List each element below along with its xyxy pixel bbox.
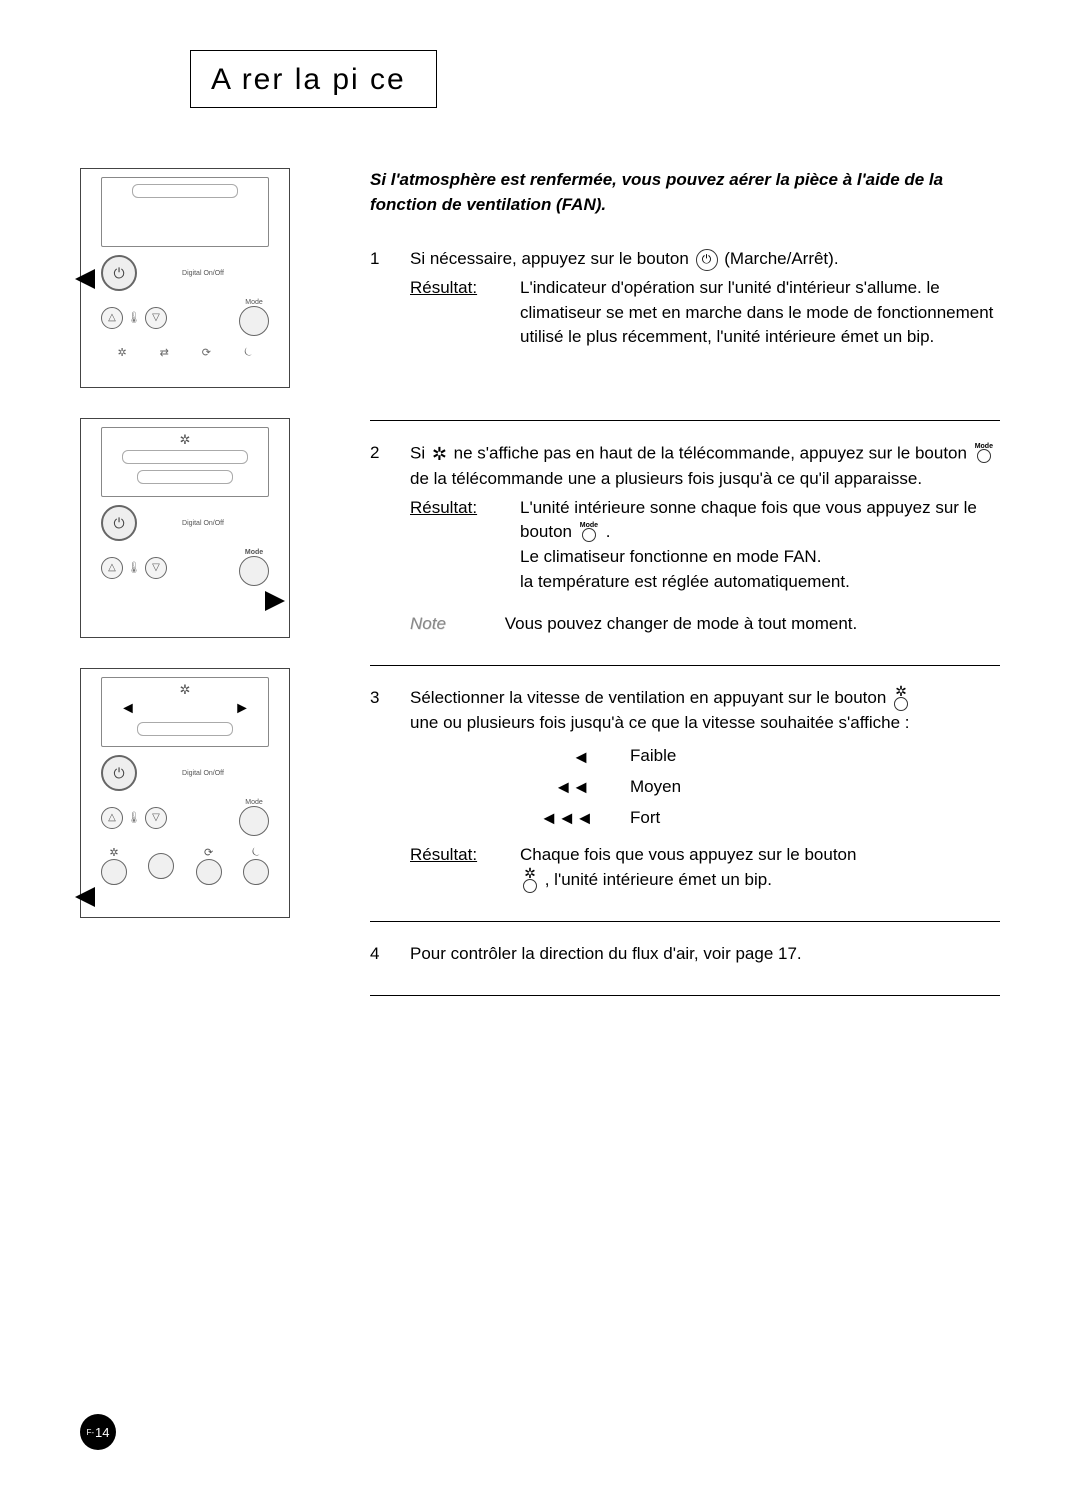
down-icon: ▽ [145,807,167,829]
power-button-icon: ⏻ [101,505,137,541]
speed-med-icon: ◄◄ [540,772,590,803]
title-box: A rer la pi ce [190,50,437,108]
step-text: ne s'affiche pas en haut de la télécomma… [454,443,972,462]
remote-diagram-2: ✲ ⏻ Digital On/Off △ 🌡 ▽ [80,418,290,638]
step-text: Sélectionner la vitesse de ventilation e… [410,688,891,707]
power-button-icon: ⏻ [101,255,137,291]
remote-illustrations: ⏻ Digital On/Off △ 🌡 ▽ Mode [80,168,320,948]
result-label: Résultat: [410,276,500,350]
fan-speed-button-icon: ✲ [523,868,537,893]
step-number: 1 [370,247,390,350]
fan-speed-button-icon: ✲ [894,686,908,711]
speed-indicator-right: ► [234,700,250,718]
fan-display-icon: ✲ [180,682,191,698]
speed-low-icon: ◄ [540,742,590,773]
step-2: 2 Si ✲ ne s'affiche pas en haut de la té… [370,441,1000,637]
manual-page: A rer la pi ce ⏻ Digital On/Off △ [0,0,1080,1510]
step-text: Si [410,443,430,462]
step-text: Pour contrôler la direction du flux d'ai… [410,944,802,963]
mode-label: Mode [239,799,269,806]
note-text: Vous pouvez changer de mode à tout momen… [505,614,858,633]
pointer-arrow-icon [75,269,95,289]
speed-high-icon: ◄◄◄ [540,803,590,834]
pointer-arrow-icon [265,591,285,611]
instructions-column: Si l'atmosphère est renfermée, vous pouv… [370,168,1000,1016]
section-divider [370,921,1000,922]
result-label: Résultat: [410,843,500,893]
intro-text: Si l'atmosphère est renfermée, vous pouv… [370,168,1000,217]
mode-button-icon: Mode [975,445,993,463]
mode-button-icon [239,306,269,336]
down-icon: ▽ [145,307,167,329]
step-text: de la télécommande une a plusieurs fois … [410,469,922,488]
speed-label: Fort [630,804,660,833]
thermometer-icon: 🌡 [127,561,141,574]
section-divider [370,665,1000,666]
page-number: 14 [95,1425,109,1440]
section-divider [370,995,1000,996]
step-text: Si nécessaire, appuyez sur le bouton [410,249,694,268]
speed-label: Faible [630,742,676,771]
mode-button-icon [239,806,269,836]
result-text: L'unité intérieure sonne chaque fois que… [520,496,1000,595]
fan-display-icon: ✲ [180,432,191,448]
mode-button-icon [239,556,269,586]
step-text: (Marche/Arrêt). [724,249,838,268]
step-number: 3 [370,686,390,893]
fan-small-icon: ✲ [117,346,126,359]
onoff-label: Digital On/Off [137,270,269,277]
page-number-badge: F-14 [80,1414,116,1450]
step-number: 4 [370,942,390,967]
thermometer-icon: 🌡 [127,311,141,324]
page-title: A rer la pi ce [211,63,406,96]
power-button-icon: ⏻ [101,755,137,791]
result-text: L'indicateur d'opération sur l'unité d'i… [520,276,1000,350]
speed-label: Moyen [630,773,681,802]
result-text: Chaque fois que vous appuyez sur le bout… [520,843,1000,893]
onoff-label: Digital On/Off [137,770,269,777]
step-number: 2 [370,441,390,637]
step-text: une ou plusieurs fois jusqu'à ce que la … [410,713,910,732]
content-row: ⏻ Digital On/Off △ 🌡 ▽ Mode [80,168,1000,1016]
mode-label: Mode [239,549,269,556]
fan-small-icon: ✲ [101,846,127,859]
fan-icon: ✲ [432,441,447,467]
remote-diagram-3: ✲ ◄ ► ⏻ Digital On/Off △ 🌡 ▽ [80,668,290,918]
page-prefix: F- [86,1428,94,1437]
fan-speed-button-icon [101,859,127,885]
power-icon: ⏻ [696,249,718,271]
step-1: 1 Si nécessaire, appuyez sur le bouton ⏻… [370,247,1000,350]
step-3: 3 Sélectionner la vitesse de ventilation… [370,686,1000,893]
result-label: Résultat: [410,496,500,595]
up-icon: △ [101,307,123,329]
note-label: Note [410,612,500,637]
up-icon: △ [101,807,123,829]
mode-label: Mode [239,299,269,306]
up-icon: △ [101,557,123,579]
speed-list: ◄ Faible ◄◄ Moyen ◄◄◄ Fort [540,742,1000,834]
pointer-arrow-icon [75,887,95,907]
section-divider [370,420,1000,421]
thermometer-icon: 🌡 [127,811,141,824]
down-icon: ▽ [145,557,167,579]
remote-diagram-1: ⏻ Digital On/Off △ 🌡 ▽ Mode [80,168,290,388]
step-4: 4 Pour contrôler la direction du flux d'… [370,942,1000,967]
onoff-label: Digital On/Off [137,520,269,527]
speed-indicator-left: ◄ [120,700,136,718]
mode-button-icon: Mode [580,524,598,542]
